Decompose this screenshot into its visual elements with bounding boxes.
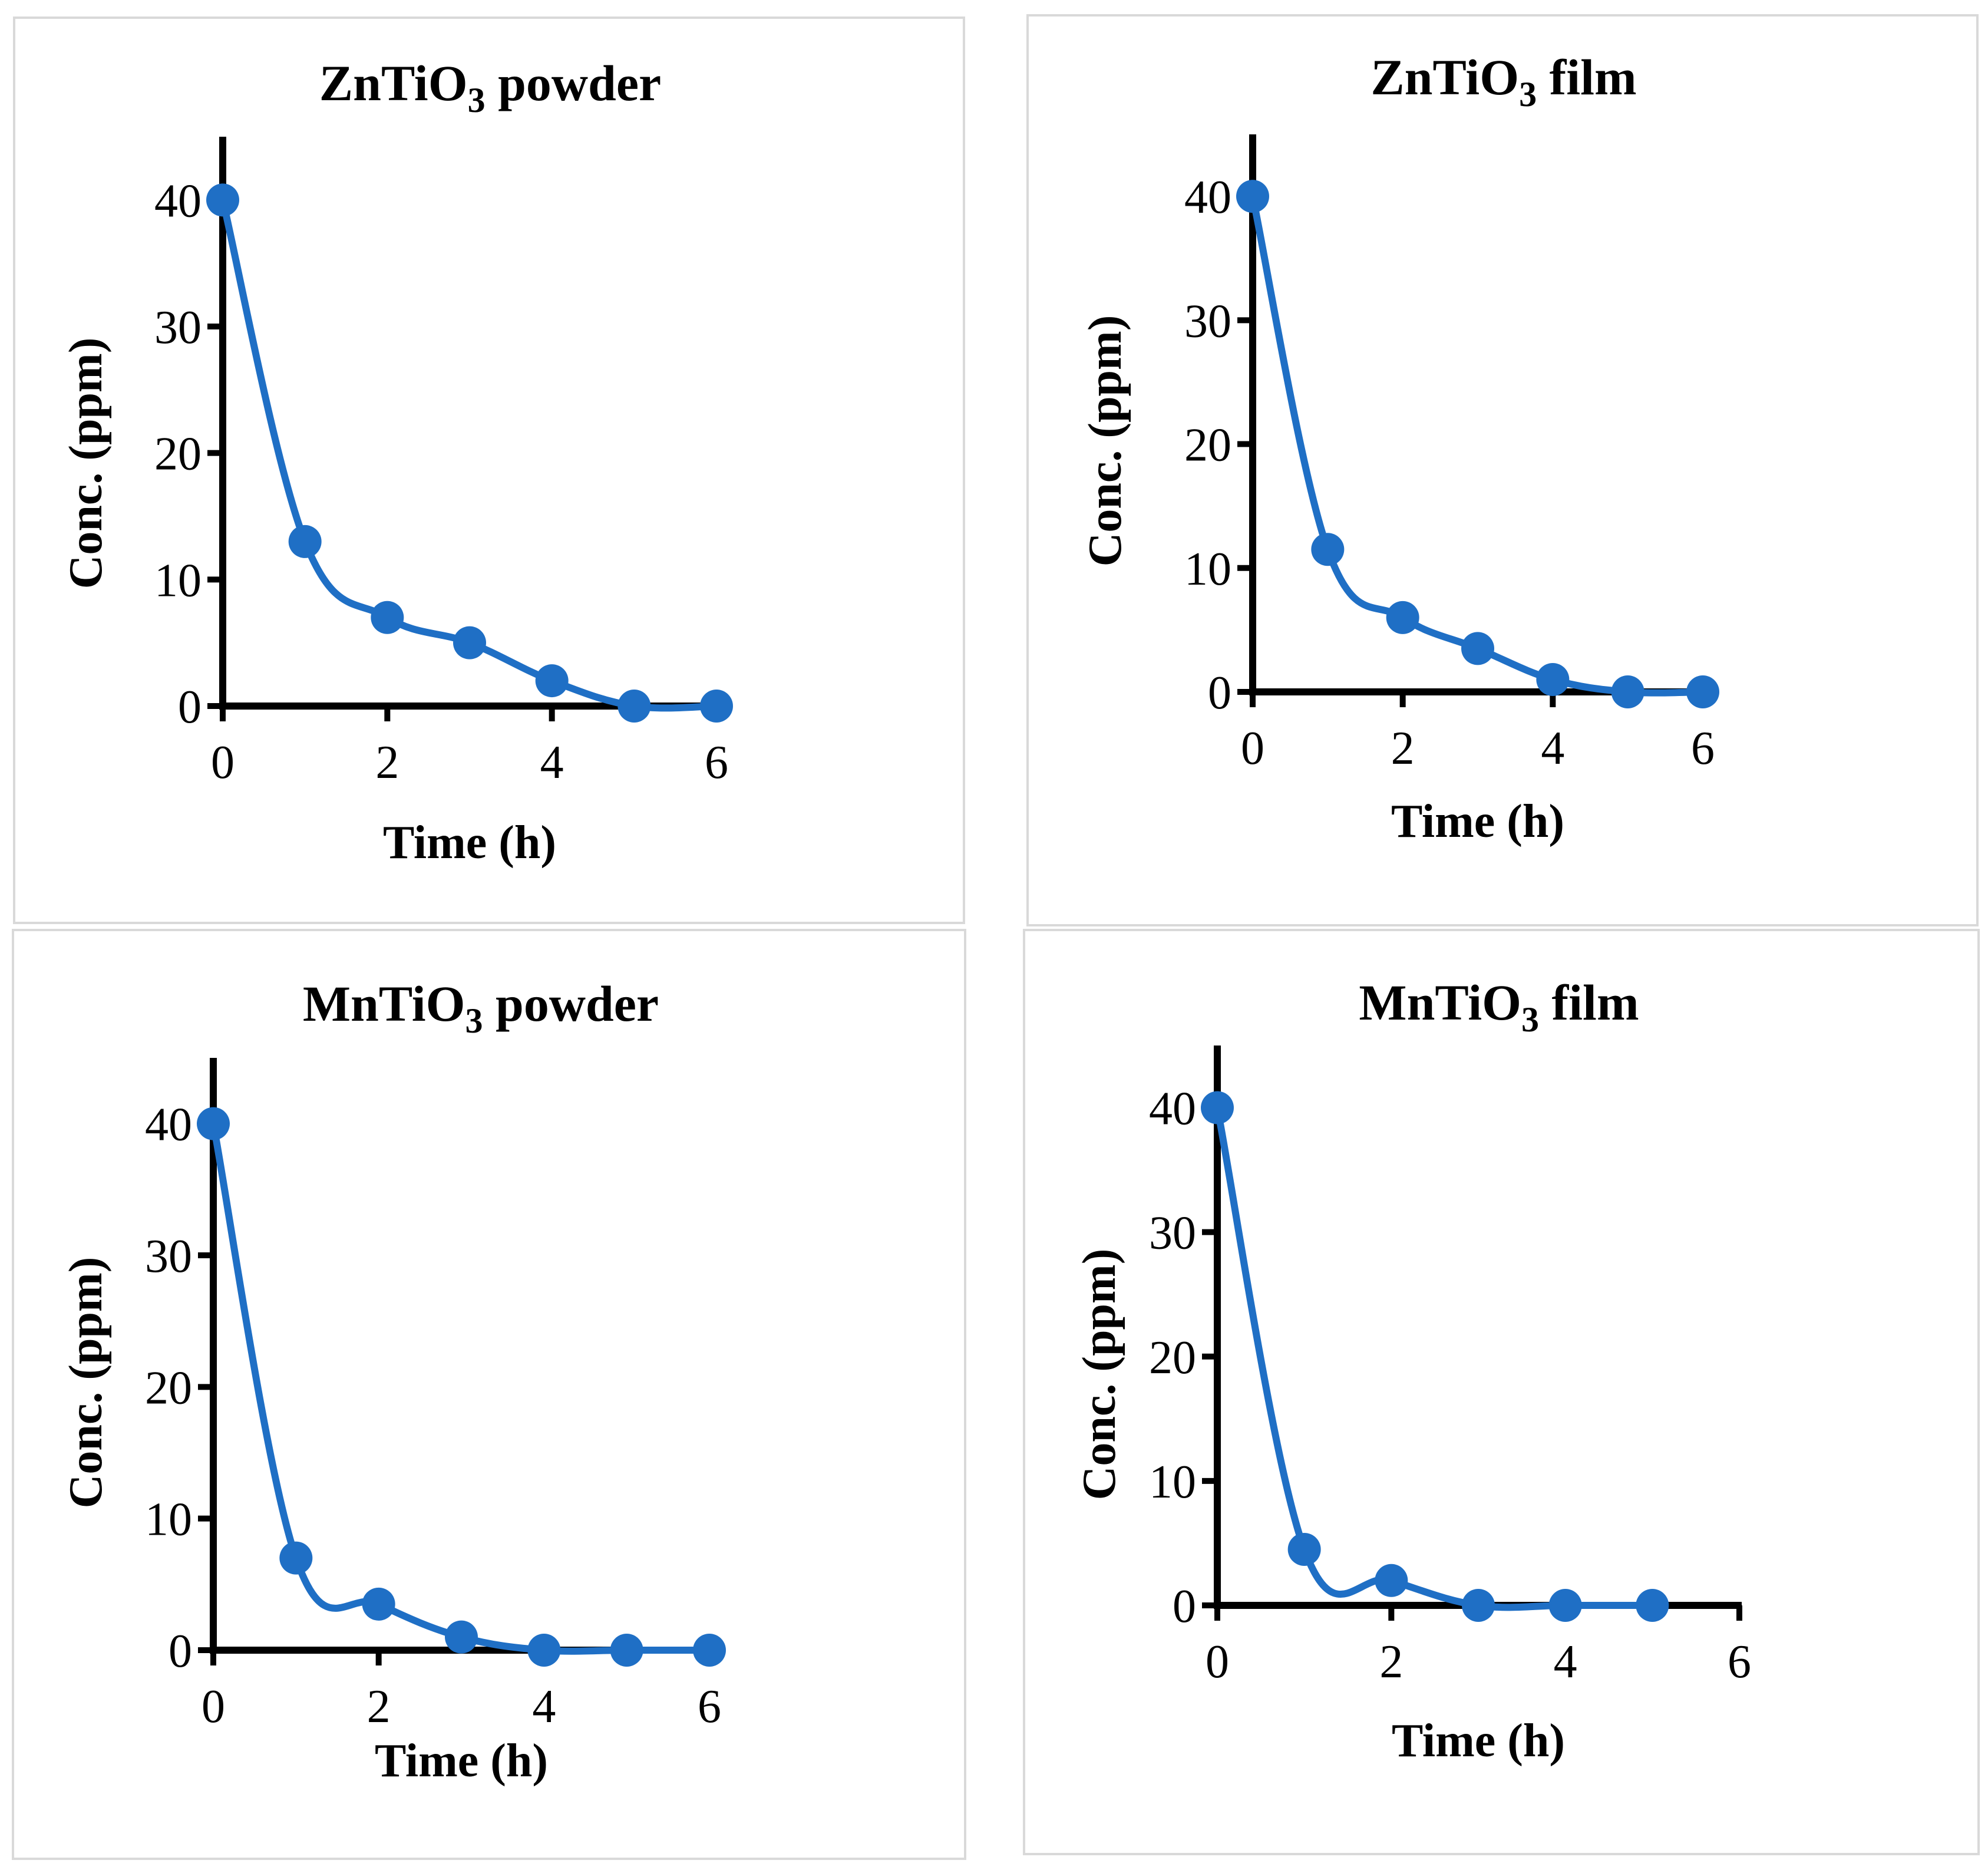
- y-tick-label: 40: [1149, 1083, 1196, 1135]
- chart-title-suffix: powder: [486, 55, 662, 111]
- chart-title-subscript: 3: [465, 1001, 483, 1040]
- x-tick-label: 4: [1554, 1636, 1577, 1688]
- y-tick-label: 20: [1149, 1332, 1196, 1384]
- data-point: [1536, 662, 1570, 696]
- data-point: [1548, 1589, 1582, 1622]
- y-tick-label: 30: [1184, 295, 1231, 347]
- x-tick-label: 2: [1379, 1636, 1403, 1688]
- y-tick-label: 30: [1149, 1208, 1196, 1259]
- data-point: [535, 664, 569, 698]
- x-tick-label: 6: [705, 737, 728, 789]
- y-tick-label: 20: [145, 1362, 192, 1414]
- data-point: [279, 1541, 313, 1575]
- y-tick-label: 40: [154, 175, 202, 227]
- chart-panel-zntio3-powder: ZnTiO3 powder 0 10 20 30 40 0 2 4 6 Time (h) Conc. …: [13, 17, 965, 924]
- data-point: [1201, 1091, 1234, 1124]
- y-tick-label: 20: [154, 428, 202, 480]
- y-tick-label: 30: [154, 302, 202, 354]
- chart-title-main: MnTiO: [303, 975, 465, 1032]
- x-axis-label: Time (h): [1391, 796, 1564, 847]
- data-point: [445, 1620, 478, 1654]
- data-point: [1636, 1589, 1669, 1622]
- chart-title-suffix: film: [1537, 49, 1637, 105]
- x-tick-label: 6: [698, 1681, 721, 1733]
- chart-mntio3-film: MnTiO3 film 0 10 20 30 40 0 2 4 6 Time (h) Conc. (p…: [1074, 974, 1751, 1767]
- data-point: [610, 1634, 643, 1667]
- series-line: [1249, 193, 1706, 697]
- y-tick-label: 20: [1184, 420, 1231, 471]
- chart-title-main: MnTiO: [1359, 974, 1521, 1031]
- y-tick-label: 10: [145, 1494, 192, 1546]
- x-tick-label: 0: [1241, 723, 1264, 774]
- data-point: [206, 183, 239, 217]
- data-point: [1686, 675, 1719, 708]
- chart-title-subscript: 3: [468, 81, 486, 120]
- x-axis-label: Time (h): [375, 1735, 548, 1787]
- data-point: [1461, 632, 1494, 665]
- y-axis-label: Conc. (ppm): [1074, 1249, 1125, 1500]
- x-tick-label: 4: [1541, 723, 1564, 774]
- y-tick-label: 10: [1184, 543, 1231, 595]
- data-point: [362, 1587, 395, 1621]
- x-axis-label: Time (h): [383, 817, 556, 869]
- x-tick-label: 4: [532, 1681, 556, 1733]
- y-tick-label: 0: [169, 1625, 192, 1677]
- series-line: [210, 1120, 713, 1655]
- data-point: [197, 1107, 230, 1140]
- data-point: [1462, 1589, 1495, 1622]
- x-tick-label: 0: [211, 737, 235, 789]
- chart-title: ZnTiO3 film: [1371, 49, 1636, 114]
- data-point: [527, 1634, 561, 1667]
- chart-zntio3-film: ZnTiO3 film 0 10 20 30 40 0 2 4 6 Time (h) Conc. (p…: [1079, 49, 1719, 847]
- y-axis-label: Conc. (ppm): [60, 338, 112, 589]
- chart-title: MnTiO3 film: [1359, 974, 1639, 1039]
- y-tick-label: 40: [145, 1099, 192, 1151]
- data-point: [371, 601, 404, 634]
- y-axis-label: Conc. (ppm): [1079, 315, 1131, 567]
- data-point: [453, 626, 486, 659]
- chart-title-suffix: film: [1539, 974, 1639, 1031]
- x-tick-label: 0: [1206, 1636, 1229, 1688]
- data-point: [1611, 675, 1644, 708]
- x-axis-label: Time (h): [1392, 1715, 1565, 1767]
- y-tick-label: 10: [1149, 1456, 1196, 1508]
- chart-title: MnTiO3 powder: [303, 975, 659, 1040]
- chart-title: ZnTiO3 powder: [319, 55, 661, 120]
- x-tick-label: 2: [375, 737, 399, 789]
- x-tick-label: 4: [540, 737, 564, 789]
- data-point: [1287, 1533, 1321, 1566]
- x-tick-label: 2: [367, 1681, 391, 1733]
- x-tick-label: 0: [202, 1681, 225, 1733]
- data-point: [693, 1634, 726, 1667]
- x-tick-label: 2: [1391, 723, 1415, 774]
- y-tick-label: 30: [145, 1231, 192, 1282]
- data-point: [1311, 533, 1345, 566]
- chart-title-main: ZnTiO: [319, 55, 468, 111]
- x-tick-label: 6: [1691, 723, 1715, 774]
- y-axis-label: Conc. (ppm): [60, 1257, 112, 1509]
- data-point: [288, 525, 322, 558]
- chart-title-suffix: powder: [483, 975, 659, 1032]
- chart-zntio3-powder: ZnTiO3 powder 0 10 20 30 40 0 2 4 6 Time (h) Conc. …: [60, 55, 733, 869]
- y-tick-label: 40: [1184, 172, 1231, 223]
- series-line: [1214, 1104, 1656, 1611]
- y-tick-label: 10: [154, 555, 202, 606]
- chart-panel-zntio3-film: ZnTiO3 film 0 10 20 30 40 0 2 4 6 Time (h) Conc. (p…: [1026, 14, 1979, 926]
- chart-mntio3-powder: MnTiO3 powder 0 10 20 30 40 0 2 4 6 Time (h) Conc. …: [60, 975, 726, 1787]
- chart-title-subscript: 3: [1521, 1000, 1539, 1039]
- y-tick-label: 0: [178, 681, 202, 733]
- data-point: [700, 690, 733, 723]
- data-point: [1236, 180, 1269, 213]
- data-point: [617, 690, 651, 723]
- chart-panel-mntio3-film: MnTiO3 film 0 10 20 30 40 0 2 4 6 Time (h) Conc. (p…: [1023, 929, 1980, 1855]
- x-tick-label: 6: [1728, 1636, 1751, 1688]
- chart-panel-mntio3-powder: MnTiO3 powder 0 10 20 30 40 0 2 4 6 Time (h) Conc. …: [12, 929, 966, 1860]
- y-tick-label: 0: [1173, 1581, 1196, 1632]
- data-point: [1386, 601, 1419, 634]
- y-tick-label: 0: [1208, 667, 1231, 719]
- data-point: [1375, 1564, 1408, 1597]
- chart-title-subscript: 3: [1519, 75, 1537, 114]
- chart-title-main: ZnTiO: [1371, 49, 1519, 105]
